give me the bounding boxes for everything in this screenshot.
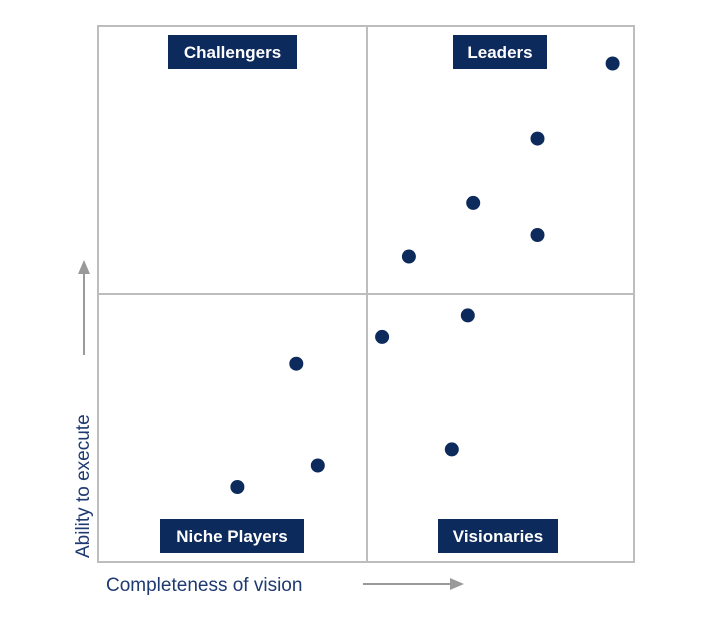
data-point-9 xyxy=(444,442,459,457)
data-points xyxy=(230,56,620,494)
y-axis-arrow-head xyxy=(78,260,90,274)
data-point-8 xyxy=(289,356,304,371)
x-axis-title: Completeness of vision xyxy=(106,575,302,596)
data-point-7 xyxy=(375,329,390,344)
x-axis-arrow-head xyxy=(450,578,464,590)
data-point-11 xyxy=(230,480,245,494)
visionaries-label-text: Visionaries xyxy=(453,527,543,546)
challengers-label-text: Challengers xyxy=(184,43,281,62)
data-point-6 xyxy=(460,308,475,323)
quadrant-label-niche-players: Niche Players xyxy=(160,519,304,553)
data-point-10 xyxy=(310,458,325,473)
quadrant-label-visionaries: Visionaries xyxy=(438,519,558,553)
quadrant-label-challengers: Challengers xyxy=(168,35,297,69)
y-axis-title: Ability to execute xyxy=(73,414,94,558)
data-point-3 xyxy=(466,195,481,210)
data-point-5 xyxy=(401,249,416,264)
data-point-1 xyxy=(605,56,620,71)
leaders-label-text: Leaders xyxy=(467,43,532,62)
quadrant-label-leaders: Leaders xyxy=(453,35,547,69)
data-point-4 xyxy=(530,228,545,242)
niche-players-label-text: Niche Players xyxy=(176,527,288,546)
data-point-2 xyxy=(530,131,545,146)
